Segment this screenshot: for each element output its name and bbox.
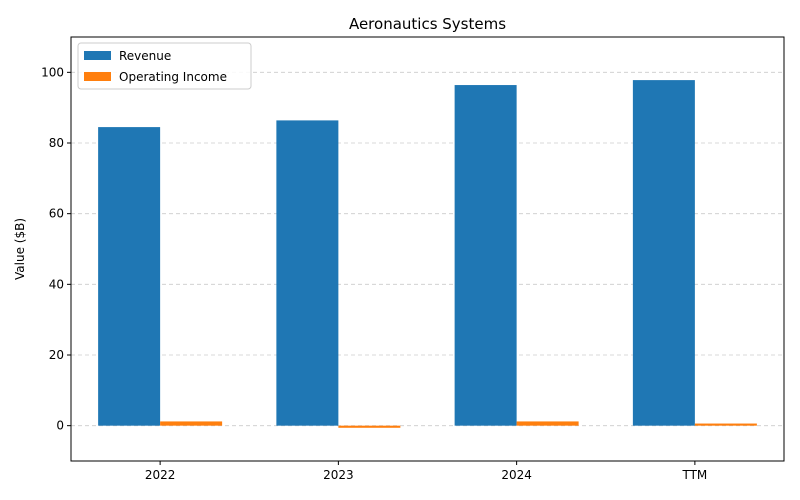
- revenue-bar-2024: [454, 85, 517, 426]
- x-axis: 2022 2023 2024 TTM: [145, 461, 707, 482]
- y-axis-label: Value ($B): [13, 218, 27, 280]
- revenue-bar-2022: [98, 127, 161, 426]
- y-axis: 0 20 40 60 80 100: [41, 65, 71, 433]
- y-tick-label: 40: [49, 277, 64, 291]
- x-tick-label: 2023: [323, 468, 354, 482]
- y-tick-label: 0: [56, 419, 64, 433]
- chart-title: Aeronautics Systems: [349, 15, 506, 33]
- x-tick-label: 2022: [145, 468, 176, 482]
- bars: [98, 80, 757, 428]
- legend-label: Revenue: [119, 49, 171, 63]
- legend-label: Operating Income: [119, 70, 227, 84]
- y-tick-label: 80: [49, 136, 64, 150]
- x-tick-label: TTM: [681, 468, 707, 482]
- legend: Revenue Operating Income: [77, 42, 252, 90]
- x-tick-label: 2024: [501, 468, 532, 482]
- y-tick-label: 20: [49, 348, 64, 362]
- y-tick-label: 100: [41, 65, 64, 79]
- legend-swatch: [84, 72, 111, 81]
- operating-income-bar-2023: [338, 425, 401, 428]
- legend-box: [77, 42, 252, 90]
- plot-frame: [70, 36, 785, 462]
- legend-swatch: [84, 51, 111, 60]
- revenue-bar-ttm: [632, 80, 695, 426]
- y-tick-label: 60: [49, 207, 64, 221]
- revenue-bar-2023: [276, 120, 339, 426]
- operating-income-bar-2022: [160, 421, 223, 426]
- operating-income-bar-2024: [516, 421, 579, 426]
- operating-income-bar-ttm: [694, 423, 757, 426]
